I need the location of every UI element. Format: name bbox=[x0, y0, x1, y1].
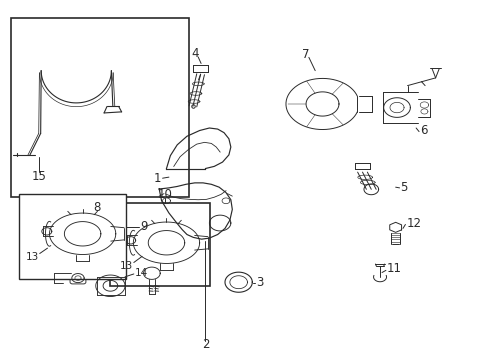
Bar bbox=[19, 153, 28, 157]
Text: 4: 4 bbox=[191, 47, 198, 60]
Bar bbox=[110, 203, 210, 286]
Bar bbox=[19, 194, 126, 279]
Text: 2: 2 bbox=[202, 338, 209, 351]
Text: 12: 12 bbox=[406, 216, 421, 230]
Text: 15: 15 bbox=[31, 170, 46, 183]
Text: 6: 6 bbox=[419, 124, 427, 137]
Text: 7: 7 bbox=[301, 48, 308, 61]
Text: 13: 13 bbox=[119, 261, 132, 271]
Text: 8: 8 bbox=[93, 201, 101, 214]
Bar bbox=[11, 18, 189, 197]
Bar bbox=[57, 270, 63, 276]
Text: 14: 14 bbox=[135, 267, 148, 278]
Text: 3: 3 bbox=[256, 276, 263, 289]
Text: 13: 13 bbox=[26, 252, 40, 262]
Text: 1: 1 bbox=[154, 172, 161, 185]
Text: 11: 11 bbox=[386, 262, 401, 275]
Text: 10: 10 bbox=[158, 188, 172, 201]
Text: 5: 5 bbox=[400, 181, 407, 194]
Text: 9: 9 bbox=[140, 220, 147, 233]
